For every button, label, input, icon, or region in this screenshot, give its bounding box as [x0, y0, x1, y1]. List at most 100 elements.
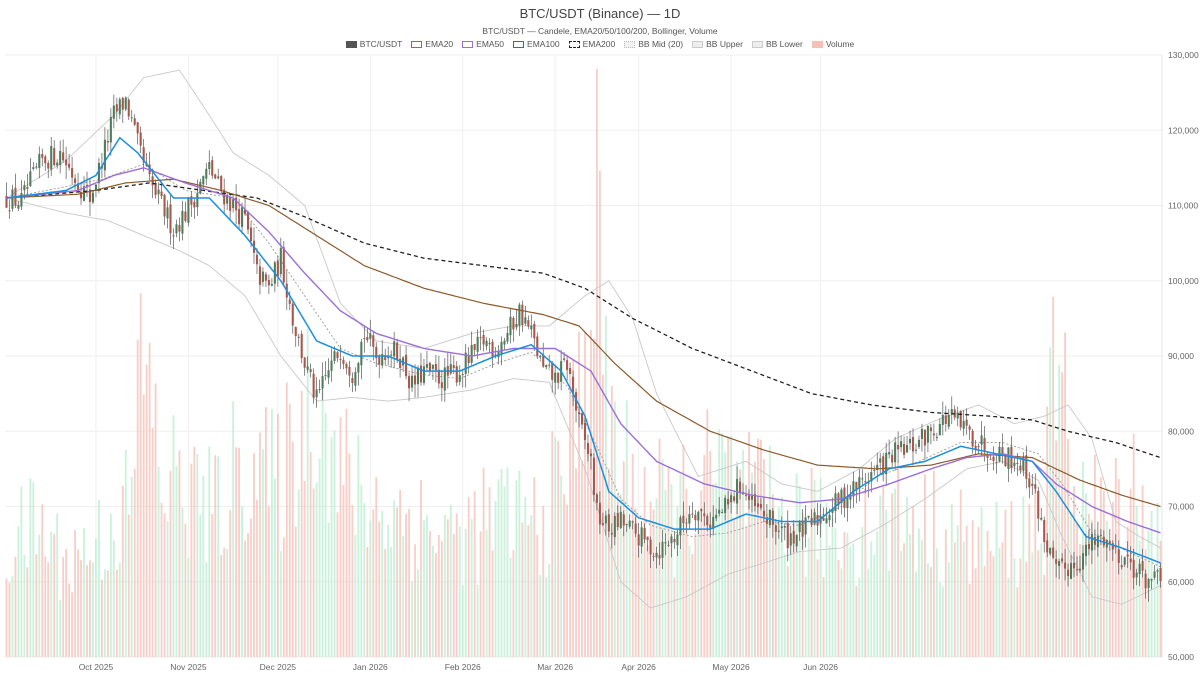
candle-body — [765, 517, 768, 524]
candle-body — [94, 184, 97, 191]
candle-body — [223, 189, 226, 205]
volume-bar — [610, 385, 613, 657]
volume-bar — [509, 557, 512, 657]
volume-bar — [184, 523, 187, 657]
candle-body — [208, 162, 211, 170]
volume-bar — [751, 472, 753, 657]
volume-bar — [80, 560, 82, 657]
chart-title: BTC/USDT (Binance) — 1D — [519, 6, 681, 21]
candle-body — [849, 494, 852, 500]
volume-bar — [387, 524, 390, 657]
volume-bar — [181, 507, 184, 657]
candle-body — [783, 525, 786, 528]
candle-body — [515, 323, 518, 328]
candle-body — [882, 456, 885, 475]
volume-bar — [148, 342, 151, 657]
volume-bar — [500, 468, 503, 657]
candle-body — [115, 104, 118, 112]
volume-bar — [1088, 513, 1090, 657]
candle-body — [634, 523, 637, 534]
volume-bar — [127, 514, 130, 657]
candle-body — [449, 364, 452, 374]
volume-bar — [542, 505, 545, 657]
volume-bar — [220, 554, 223, 657]
candle-body — [625, 523, 628, 525]
legend-item: EMA50 — [462, 39, 504, 49]
x-tick-label: May 2026 — [712, 662, 750, 672]
volume-bar — [285, 382, 288, 657]
candle-body — [461, 374, 464, 376]
volume-bar — [121, 485, 124, 657]
candle-body — [121, 97, 124, 110]
volume-bar — [92, 562, 94, 657]
candle-body — [118, 99, 121, 115]
volume-bar — [688, 545, 691, 657]
volume-bar — [494, 500, 497, 657]
candle-body — [876, 464, 879, 470]
candle-body — [202, 175, 205, 185]
volume-bar — [50, 531, 53, 657]
volume-bar — [208, 446, 211, 657]
volume-bar — [858, 578, 861, 657]
candle-body — [327, 370, 330, 378]
candle-body — [428, 362, 431, 372]
volume-bar — [1138, 541, 1141, 657]
candle-body — [437, 369, 440, 384]
volume-bar — [524, 496, 527, 657]
volume-bar — [470, 518, 473, 657]
candle-body — [1043, 520, 1046, 543]
legend-label: BTC/USDT — [359, 39, 403, 49]
candle-body — [74, 178, 77, 184]
candle-body — [217, 176, 220, 179]
candle-body — [739, 481, 742, 493]
x-tick-label: Nov 2025 — [170, 662, 207, 672]
volume-bar — [402, 536, 405, 657]
volume-bar — [804, 576, 807, 657]
volume-bar — [482, 467, 485, 657]
candle-body — [282, 247, 285, 283]
volume-bar — [789, 537, 792, 657]
candle-body — [214, 174, 217, 179]
candle-body — [661, 541, 664, 558]
volume-bar — [733, 519, 736, 657]
volume-bar — [86, 565, 88, 657]
candle-body — [664, 542, 667, 544]
candle-body — [1087, 544, 1090, 550]
volume-bar — [1132, 433, 1135, 657]
candle-body — [169, 204, 172, 234]
candle-body — [572, 376, 575, 395]
volume-bar — [992, 556, 995, 657]
volume-bar — [515, 480, 518, 657]
legend-label: BB Lower — [765, 39, 803, 49]
candle-body — [425, 364, 428, 368]
candle-body — [342, 359, 345, 365]
volume-bar — [929, 567, 932, 657]
volume-bar — [235, 447, 238, 657]
volume-bar — [1037, 550, 1040, 657]
volume-bar — [921, 540, 923, 657]
candle-body — [381, 353, 384, 366]
volume-bar — [467, 497, 470, 657]
candle-body — [676, 534, 679, 546]
volume-bar — [339, 417, 342, 657]
candle-body — [1061, 558, 1064, 562]
volume-bar — [590, 329, 592, 657]
candle-body — [306, 366, 309, 370]
volume-bar — [324, 412, 327, 657]
volume-bar — [223, 547, 226, 657]
candle-body — [1093, 537, 1096, 545]
candle-body — [130, 117, 133, 119]
candle-body — [375, 346, 378, 359]
candle-body — [17, 204, 20, 209]
volume-bar — [834, 528, 837, 657]
candle-body — [238, 208, 241, 225]
volume-bar — [655, 498, 658, 657]
volume-bar — [32, 482, 35, 657]
candle-body — [1016, 463, 1019, 465]
candle-body — [744, 495, 748, 497]
volume-bar — [1120, 565, 1123, 657]
volume-bar — [727, 437, 730, 657]
volume-bar — [193, 446, 196, 657]
candle-body — [32, 167, 35, 169]
candle-body — [139, 132, 142, 146]
